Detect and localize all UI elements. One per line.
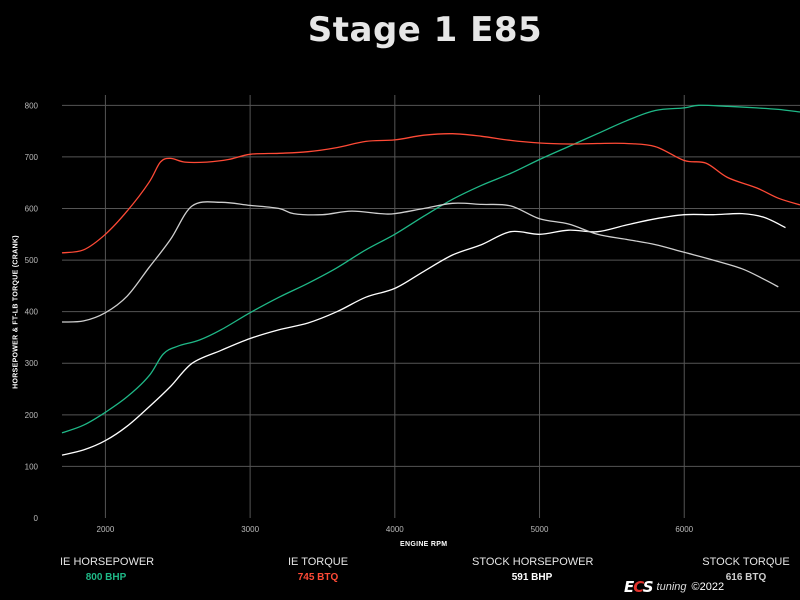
y-tick-label: 600 <box>25 204 39 213</box>
legend-label: STOCK TORQUE <box>702 556 790 568</box>
chart-title: Stage 1 E85 <box>307 10 543 50</box>
legend-stock-horsepower: STOCK HORSEPOWER 591 BHP <box>472 556 594 583</box>
series-stock-torque-line <box>61 201 779 323</box>
x-axis-label: ENGINE RPM <box>400 541 448 548</box>
x-tick-label: 4000 <box>386 525 404 534</box>
series-stock-horsepower-line <box>61 212 786 456</box>
legend-label: IE HORSEPOWER <box>60 556 155 568</box>
y-tick-label: 100 <box>25 462 39 471</box>
x-tick-label: 5000 <box>531 525 549 534</box>
legend-ie-horsepower: IE HORSEPOWER 800 BHP <box>60 556 155 583</box>
ecs-tuning-logo: ECS tuning ©2022 <box>624 578 724 596</box>
legend-label: STOCK HORSEPOWER <box>472 556 594 568</box>
y-tick-label: 300 <box>25 359 39 368</box>
series-ie-horsepower-line <box>61 104 800 434</box>
y-tick-label: 400 <box>25 308 39 317</box>
ecs-logo-mark: ECS <box>624 578 654 596</box>
legend-value: 591 BHP <box>511 572 553 583</box>
y-tick-label: 500 <box>25 256 39 265</box>
legend-ie-torque: IE TORQUE 745 BTQ <box>280 556 356 583</box>
legend-value: 616 BTQ <box>725 572 767 583</box>
legend-value: 800 BHP <box>85 572 127 583</box>
legend-value: 745 BTQ <box>297 572 339 583</box>
x-tick-label: 2000 <box>97 525 115 534</box>
x-tick-label: 6000 <box>675 525 693 534</box>
y-tick-label: 700 <box>25 153 39 162</box>
x-tick-label: 3000 <box>241 525 259 534</box>
axis-layer: 0 100 200 300 400 500 600 700 800 2000 3000 4000 500… <box>25 101 694 534</box>
legend-stock-torque: STOCK TORQUE 616 BTQ <box>700 556 792 583</box>
y-axis-label: HORSEPOWER & FT-LB TORQUE (CRANK) <box>12 235 20 389</box>
series-ie-torque-line <box>61 133 800 254</box>
grid-layer <box>62 95 800 518</box>
series-layer <box>61 104 800 456</box>
copyright-year: ©2022 <box>691 581 725 593</box>
y-tick-label: 0 <box>34 514 39 523</box>
legend-label: IE TORQUE <box>287 556 349 568</box>
y-tick-label: 800 <box>25 101 39 110</box>
ecs-logo-tagline: tuning <box>656 581 687 593</box>
y-tick-label: 200 <box>25 411 39 420</box>
